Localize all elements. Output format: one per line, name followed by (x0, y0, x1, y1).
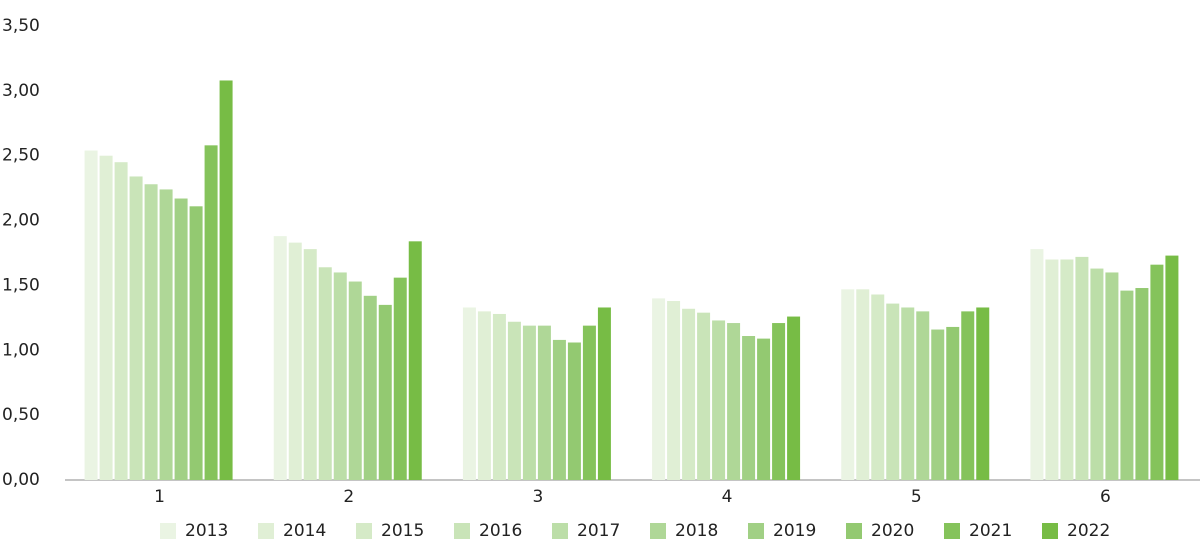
bar (916, 311, 930, 480)
y-tick-label: 1,50 (2, 275, 40, 295)
bar (378, 304, 392, 480)
bar (682, 308, 696, 480)
legend-label: 2018 (675, 521, 718, 541)
x-tick-label: 3 (533, 487, 544, 507)
bar (712, 320, 726, 480)
y-tick-label: 2,00 (2, 211, 40, 231)
bar (333, 272, 347, 480)
y-tick-label: 3,00 (2, 81, 40, 101)
bar (1060, 259, 1074, 480)
bar (567, 342, 581, 480)
bar (174, 198, 188, 480)
x-tick-label: 5 (911, 487, 922, 507)
bar (1150, 264, 1164, 480)
bar (871, 294, 885, 480)
legend-label: 2021 (969, 521, 1012, 541)
legend-swatch (650, 523, 666, 539)
bar (408, 241, 422, 480)
legend-label: 2013 (185, 521, 228, 541)
y-tick-label: 3,50 (2, 16, 40, 36)
bar (477, 311, 491, 480)
y-tick-label: 2,50 (2, 146, 40, 166)
bar (219, 80, 233, 480)
bar (886, 303, 900, 480)
bar (697, 312, 711, 480)
legend-swatch (454, 523, 470, 539)
legend-label: 2015 (381, 521, 424, 541)
bar (522, 325, 536, 480)
bar (114, 162, 128, 480)
bar (348, 281, 362, 480)
bar (189, 206, 203, 480)
bar (742, 336, 756, 480)
legend-label: 2019 (773, 521, 816, 541)
bar (492, 313, 506, 480)
x-tick-label: 4 (722, 487, 733, 507)
bar (946, 326, 960, 480)
bar (318, 267, 332, 480)
bar (1120, 290, 1134, 480)
bar (1135, 288, 1149, 480)
bar (667, 300, 681, 480)
bar (144, 184, 158, 480)
bar (129, 176, 143, 480)
legend-label: 2017 (577, 521, 620, 541)
x-tick-label: 2 (343, 487, 354, 507)
legend-swatch (258, 523, 274, 539)
bar (363, 295, 377, 480)
legend-swatch (846, 523, 862, 539)
bar (507, 321, 521, 480)
bar (1075, 256, 1089, 480)
legend-swatch (748, 523, 764, 539)
bar (772, 323, 786, 480)
bar (1165, 255, 1179, 480)
bar (1105, 272, 1119, 480)
bar (462, 307, 476, 480)
y-tick-label: 0,00 (2, 470, 40, 490)
bar (856, 289, 870, 480)
legend-swatch (1042, 523, 1058, 539)
legend-swatch (160, 523, 176, 539)
bar (204, 145, 218, 480)
bar (1030, 249, 1044, 480)
bar (582, 325, 596, 480)
x-tick-label: 1 (154, 487, 165, 507)
bar (393, 277, 407, 480)
bar (787, 316, 801, 480)
bar (552, 339, 566, 480)
legend-label: 2020 (871, 521, 914, 541)
x-tick-label: 6 (1100, 487, 1111, 507)
bar (99, 155, 113, 480)
bar (288, 242, 302, 480)
bar (727, 323, 741, 480)
legend-label: 2014 (283, 521, 326, 541)
bar (976, 307, 990, 480)
legend-label: 2022 (1067, 521, 1110, 541)
legend-swatch (552, 523, 568, 539)
bar (537, 325, 551, 480)
bar (652, 298, 666, 480)
bar (303, 249, 317, 480)
bar (597, 307, 611, 480)
legend-label: 2016 (479, 521, 522, 541)
bar (1045, 259, 1059, 480)
bar (159, 189, 173, 480)
bar (273, 236, 287, 480)
legend-swatch (944, 523, 960, 539)
y-tick-label: 0,50 (2, 405, 40, 425)
legend-swatch (356, 523, 372, 539)
bar (841, 289, 855, 480)
bar (84, 150, 98, 481)
bar (961, 311, 975, 480)
y-tick-label: 1,00 (2, 340, 40, 360)
bar (1090, 268, 1104, 480)
bar (757, 338, 771, 480)
bar (931, 329, 945, 480)
bar (901, 307, 915, 480)
